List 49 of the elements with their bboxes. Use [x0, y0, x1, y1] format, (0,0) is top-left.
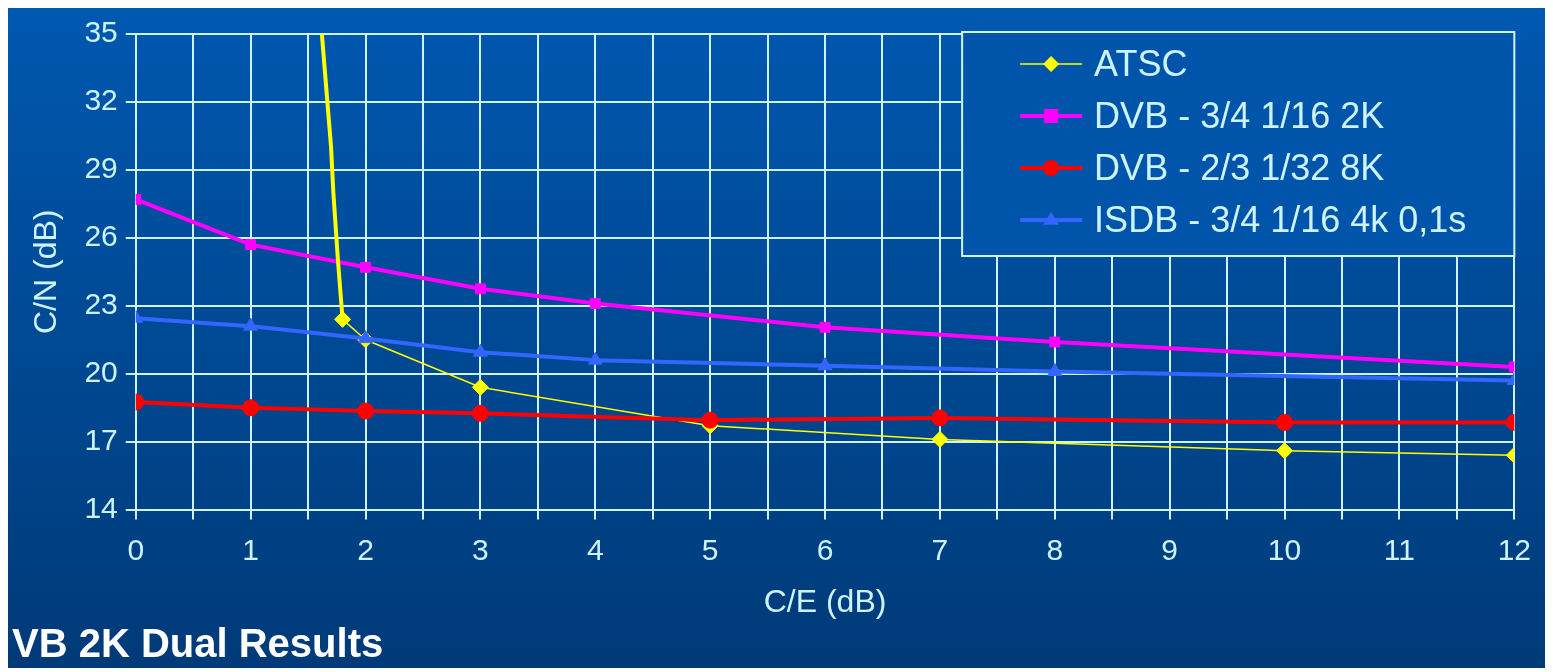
y-axis-title: C/N (dB)	[27, 209, 64, 335]
point	[701, 411, 719, 429]
x-tick-label: 0	[127, 532, 145, 566]
legend-label: DVB - 2/3 1/32 8K	[1094, 146, 1385, 188]
point	[243, 317, 259, 331]
x-tick-label: 1	[242, 532, 259, 566]
x-tick-label: 3	[472, 532, 489, 566]
y-tick-label: 32	[84, 83, 118, 117]
x-tick-label: 7	[931, 532, 949, 566]
y-tick-label: 29	[84, 151, 118, 185]
point	[242, 399, 260, 417]
point	[245, 239, 257, 251]
y-tick-label: 20	[84, 354, 118, 388]
point	[1276, 442, 1294, 460]
point	[931, 430, 949, 448]
point	[817, 357, 833, 371]
y-tick-label: 14	[84, 490, 118, 524]
x-tick-label: 2	[357, 532, 374, 566]
x-axis-title: C/E (dB)	[763, 582, 887, 619]
x-tick-label: 11	[1383, 532, 1416, 566]
point	[357, 402, 375, 420]
x-tick-label: 5	[701, 532, 719, 566]
y-tick-label: 17	[84, 422, 118, 456]
legend-label: ISDB - 3/4 1/16 4k 0,1s	[1094, 198, 1467, 240]
point	[471, 404, 489, 422]
x-tick-label: 12	[1497, 532, 1531, 566]
x-tick-label: 8	[1046, 532, 1064, 566]
y-tick-label: 23	[84, 287, 118, 321]
point	[589, 298, 601, 309]
legend-label: DVB - 3/4 1/16 2K	[1094, 94, 1385, 136]
point	[587, 351, 603, 365]
point	[358, 330, 373, 344]
x-tick-label: 10	[1267, 532, 1302, 566]
y-tick-label: 26	[84, 219, 118, 253]
legend-label: ATSC	[1094, 42, 1188, 84]
x-tick-label: 6	[816, 532, 834, 566]
point	[1047, 362, 1063, 376]
x-tick-label: 9	[1161, 532, 1179, 566]
text: VB 2K Dual Results	[12, 621, 384, 666]
point	[931, 409, 949, 427]
point	[1276, 413, 1294, 431]
y-tick-label: 35	[84, 15, 118, 49]
point	[819, 321, 831, 333]
point	[1049, 336, 1061, 348]
point	[474, 283, 486, 295]
x-tick-label: 4	[586, 532, 604, 566]
point	[472, 343, 488, 357]
point	[360, 261, 371, 273]
point	[471, 378, 489, 396]
